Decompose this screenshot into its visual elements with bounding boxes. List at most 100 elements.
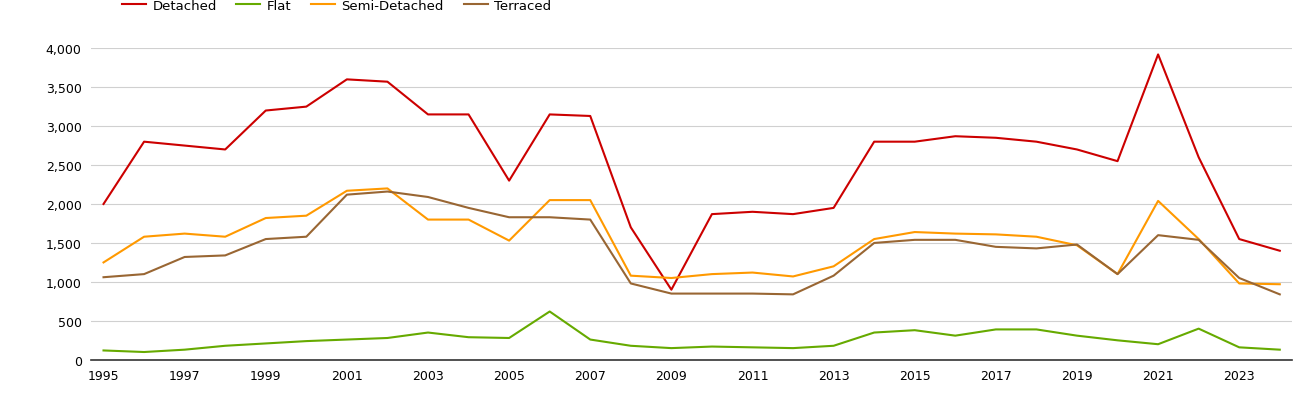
Flat: [176, 347, 192, 352]
Semi-Detached: [95, 260, 111, 265]
Terraced: [1232, 276, 1248, 281]
Semi-Detached: [947, 231, 963, 236]
Detached: [907, 140, 923, 145]
Terraced: [907, 238, 923, 243]
Detached: [786, 212, 801, 217]
Flat: [622, 344, 638, 348]
Terraced: [95, 275, 111, 280]
Flat: [786, 346, 801, 351]
Flat: [705, 344, 720, 349]
Terraced: [1150, 233, 1165, 238]
Flat: [420, 330, 436, 335]
Terraced: [461, 206, 476, 211]
Flat: [1069, 333, 1084, 338]
Line: Terraced: Terraced: [103, 192, 1280, 294]
Detached: [542, 112, 557, 118]
Semi-Detached: [1028, 235, 1044, 240]
Flat: [582, 337, 598, 342]
Semi-Detached: [1232, 281, 1248, 286]
Line: Flat: Flat: [103, 312, 1280, 352]
Terraced: [1069, 243, 1084, 247]
Line: Detached: Detached: [103, 55, 1280, 290]
Terraced: [988, 245, 1004, 249]
Flat: [826, 344, 842, 348]
Flat: [745, 345, 761, 350]
Semi-Detached: [988, 232, 1004, 237]
Detached: [663, 288, 679, 292]
Terraced: [299, 235, 315, 240]
Semi-Detached: [542, 198, 557, 203]
Flat: [988, 327, 1004, 332]
Detached: [218, 148, 234, 153]
Flat: [1150, 342, 1165, 347]
Detached: [826, 206, 842, 211]
Semi-Detached: [622, 274, 638, 279]
Detached: [420, 112, 436, 118]
Semi-Detached: [380, 187, 395, 191]
Flat: [501, 336, 517, 341]
Terraced: [1191, 238, 1207, 243]
Flat: [218, 344, 234, 348]
Semi-Detached: [501, 238, 517, 243]
Line: Semi-Detached: Semi-Detached: [103, 189, 1280, 285]
Terraced: [663, 291, 679, 296]
Detached: [582, 114, 598, 119]
Detached: [176, 144, 192, 149]
Semi-Detached: [786, 274, 801, 279]
Semi-Detached: [339, 189, 355, 194]
Semi-Detached: [582, 198, 598, 203]
Semi-Detached: [176, 231, 192, 236]
Terraced: [380, 190, 395, 195]
Semi-Detached: [299, 213, 315, 218]
Semi-Detached: [867, 237, 882, 242]
Terraced: [501, 215, 517, 220]
Detached: [622, 225, 638, 230]
Flat: [380, 336, 395, 341]
Flat: [95, 348, 111, 353]
Semi-Detached: [461, 218, 476, 222]
Flat: [1272, 347, 1288, 352]
Detached: [745, 210, 761, 215]
Semi-Detached: [745, 270, 761, 275]
Flat: [461, 335, 476, 340]
Semi-Detached: [1191, 237, 1207, 242]
Terraced: [1272, 292, 1288, 297]
Flat: [663, 346, 679, 351]
Terraced: [339, 193, 355, 198]
Semi-Detached: [907, 230, 923, 235]
Semi-Detached: [420, 218, 436, 222]
Flat: [136, 350, 151, 355]
Flat: [299, 339, 315, 344]
Detached: [988, 136, 1004, 141]
Semi-Detached: [218, 235, 234, 240]
Flat: [867, 330, 882, 335]
Detached: [299, 105, 315, 110]
Detached: [339, 78, 355, 83]
Detached: [258, 109, 274, 114]
Terraced: [745, 291, 761, 296]
Terraced: [420, 195, 436, 200]
Detached: [1069, 148, 1084, 153]
Detached: [95, 202, 111, 207]
Semi-Detached: [663, 276, 679, 281]
Semi-Detached: [826, 264, 842, 269]
Terraced: [1028, 246, 1044, 251]
Detached: [867, 140, 882, 145]
Flat: [1191, 326, 1207, 331]
Detached: [1150, 53, 1165, 58]
Semi-Detached: [1272, 282, 1288, 287]
Terraced: [136, 272, 151, 277]
Semi-Detached: [1109, 272, 1125, 277]
Terraced: [786, 292, 801, 297]
Detached: [1109, 159, 1125, 164]
Terraced: [582, 218, 598, 222]
Flat: [542, 309, 557, 314]
Detached: [1272, 249, 1288, 254]
Detached: [501, 179, 517, 184]
Flat: [947, 333, 963, 338]
Semi-Detached: [1069, 243, 1084, 248]
Flat: [1028, 327, 1044, 332]
Detached: [1232, 237, 1248, 242]
Semi-Detached: [705, 272, 720, 277]
Semi-Detached: [136, 235, 151, 240]
